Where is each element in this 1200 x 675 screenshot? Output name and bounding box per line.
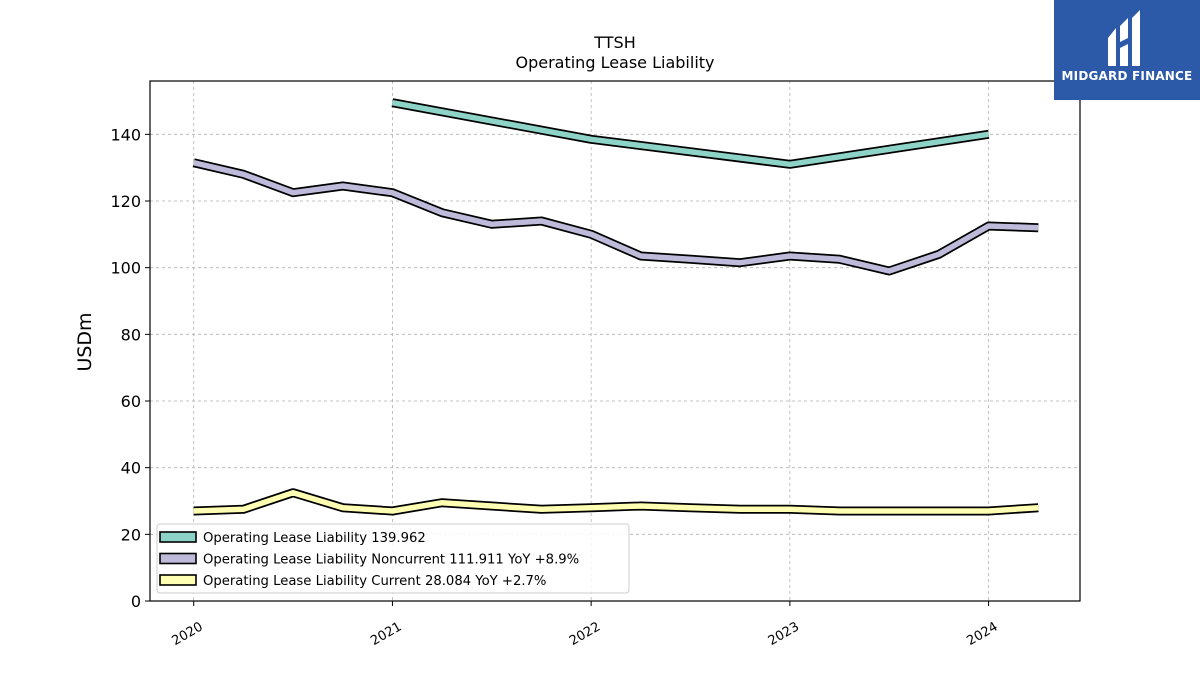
series-layer (192, 98, 1039, 516)
y-tick-label: 0 (131, 592, 141, 611)
y-tick-label: 60 (121, 392, 141, 411)
series-1 (192, 158, 1039, 276)
logo-text: MIDGARD FINANCE (1061, 69, 1193, 83)
series-2 (193, 488, 1039, 516)
legend-label: Operating Lease Liability 139.962 (203, 531, 426, 546)
x-tick-label: 2020 (170, 619, 206, 649)
plot-frame (149, 80, 1081, 602)
x-tick-label: 2021 (368, 619, 404, 649)
chart-title: TTSH (593, 33, 635, 52)
x-tick-label: 2022 (567, 619, 603, 649)
legend-box (156, 523, 630, 594)
series-0 (391, 98, 990, 169)
series-line (193, 489, 1039, 514)
y-tick-label: 80 (121, 325, 141, 344)
x-tick-label: 2024 (964, 619, 1000, 649)
series-line (193, 160, 1039, 274)
y-tick-label: 100 (110, 259, 141, 278)
legend-label: Operating Lease Liability Noncurrent 111… (203, 553, 579, 568)
series-line-outline (192, 158, 1039, 276)
x-tick-label: 2023 (766, 619, 802, 649)
y-axis-label: USDm (74, 312, 96, 371)
y-tick-label: 40 (121, 459, 141, 478)
midgard-finance-logo-icon (1108, 10, 1140, 66)
series-line (391, 99, 990, 168)
series-line-outline (391, 98, 990, 169)
legend-label: Operating Lease Liability Current 28.084… (203, 574, 546, 589)
midgard-finance-logo: MIDGARD FINANCE (1054, 0, 1200, 100)
grid-lines (150, 81, 1080, 601)
legend-swatch (159, 531, 197, 543)
legend-swatch (159, 552, 197, 565)
y-tick-label: 20 (121, 525, 141, 544)
y-tick-label: 120 (110, 192, 141, 211)
legend-swatch (159, 574, 197, 586)
chart-subtitle: Operating Lease Liability (515, 53, 714, 72)
legend: Operating Lease Liability 139.962 Operati… (156, 523, 630, 594)
y-tick-label: 140 (110, 125, 141, 144)
